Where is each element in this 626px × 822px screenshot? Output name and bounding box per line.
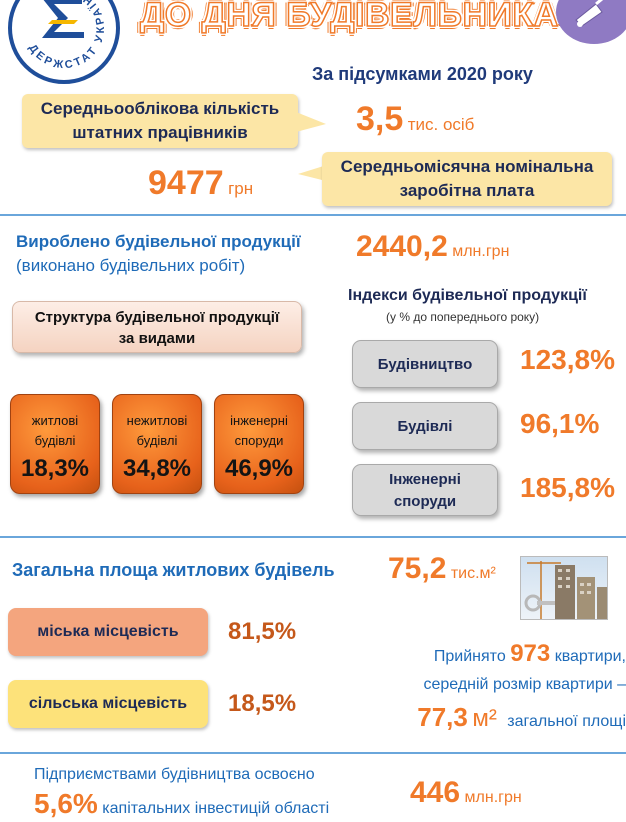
structure-tile-residential: житлові будівлі 18,3% [10, 394, 100, 494]
staff-value: 3,5 [356, 100, 404, 138]
structure-tile-nonresidential: нежитлові будівлі 34,8% [112, 394, 202, 494]
index-label-construction: Будівництво [352, 340, 498, 388]
apartments-count-suffix: квартири, [554, 648, 626, 665]
staff-unit: тис. осіб [407, 115, 475, 134]
indices-subtitle: (у % до попереднього року) [386, 310, 540, 324]
section-divider [0, 752, 626, 754]
structure-label-line1: Структура будівельної продукції [34, 309, 280, 326]
page-title: ДО ДНЯ БУДІВЕЛЬНИКА [139, 0, 559, 35]
investment-unit: млн.грн [464, 789, 522, 806]
callout-tail-icon [296, 112, 326, 132]
apartments-line1: Прийнято 973 квартири, [360, 640, 626, 671]
investment-line1: Підприємствами будівництва освоєно [34, 766, 315, 783]
tile-label-line2: споруди [234, 433, 284, 448]
production-unit: млн.грн [452, 243, 510, 260]
rural-label: сільська місцевість [28, 695, 188, 712]
salary-label-line1: Середньомісячна номінальна [340, 157, 594, 176]
salary-unit: грн [228, 179, 254, 198]
housing-value: 75,2 [388, 552, 447, 585]
index-label-line2: споруди [393, 493, 457, 510]
housing-unit: тис.м² [450, 565, 496, 582]
index-value-buildings: 96,1% [520, 408, 600, 439]
apartment-size-suffix: загальної площі [507, 713, 626, 730]
salary-label-line2: заробітна плата [399, 181, 535, 200]
tile-label: житлові будівлі [11, 411, 99, 451]
tile-value: 34,8% [122, 455, 192, 482]
index-label-line1: Інженерні [389, 471, 461, 488]
apartment-size: 77,3 [417, 702, 468, 732]
apartments-line3: 77,3 м² загальної площі [360, 703, 626, 736]
index-label-buildings: Будівлі [352, 402, 498, 450]
buildings-with-keys-icon [524, 561, 607, 619]
housing-label: Загальна площа житлових будівель [12, 560, 335, 580]
investment-value: 446 [410, 776, 461, 809]
staff-label-callout: Середньооблікова кількість штатних праці… [22, 94, 298, 148]
tile-value: 46,9% [224, 455, 294, 482]
investment-value-group: 446 млн.грн [410, 776, 522, 810]
tile-label-line1: інженерні [230, 413, 288, 428]
investment-line2-group: 5,6% капітальних інвестицій області [34, 788, 329, 820]
rural-area-box: сільська місцевість [8, 680, 208, 728]
tile-label-line2: будівлі [34, 433, 76, 448]
apartments-prefix: Прийнято [433, 648, 506, 665]
production-label: Вироблено будівельної продукції [16, 232, 301, 251]
apartments-text: Прийнято 973 квартири, середній розмір к… [360, 640, 626, 736]
tile-value: 18,3% [20, 455, 90, 482]
rural-value: 18,5% [228, 690, 297, 717]
apartments-line2: середній розмір квартири – [423, 676, 626, 693]
staff-value-group: 3,5 тис. осіб [356, 100, 474, 139]
urban-area-box: міська місцевість [8, 608, 208, 656]
investment-line2: капітальних інвестицій області [102, 800, 330, 817]
staff-label-line2: штатних працівників [72, 123, 248, 142]
buildings-photo [520, 556, 608, 620]
index-value-engineering: 185,8% [520, 472, 615, 503]
apartments-count: 973 [510, 640, 551, 667]
index-value-construction: 123,8% [520, 344, 615, 375]
production-value-group: 2440,2 млн.грн [356, 230, 509, 264]
production-sublabel: (виконано будівельних робіт) [16, 256, 246, 275]
structure-tile-engineering: інженерні споруди 46,9% [214, 394, 304, 494]
urban-label: міська місцевість [37, 623, 179, 640]
section-divider [0, 536, 626, 538]
derzhstat-logo: ДЕРЖСТАТ УКРАЇНИ [8, 0, 120, 84]
structure-label-line2: за видами [118, 330, 196, 347]
tile-label-line1: житлові [31, 413, 79, 428]
tile-label: інженерні споруди [215, 411, 303, 451]
production-value: 2440,2 [356, 230, 448, 263]
indices-title: Індекси будівельної продукції [348, 287, 587, 304]
tile-label-line2: будівлі [136, 433, 178, 448]
index-label-text: Будівлі [397, 418, 453, 435]
tile-label-line1: нежитлові [126, 413, 188, 428]
staff-label-line1: Середньооблікова кількість [40, 99, 280, 118]
tile-label: нежитлові будівлі [113, 411, 201, 451]
index-label-engineering: Інженерні споруди [352, 464, 498, 516]
sigma-icon [42, 0, 84, 38]
salary-value-group: 9477 грн [148, 164, 253, 203]
housing-value-group: 75,2 тис.м² [388, 552, 496, 586]
trowel-icon [575, 0, 604, 27]
urban-value: 81,5% [228, 618, 297, 645]
investment-share: 5,6% [34, 788, 98, 819]
apartment-size-unit: м² [472, 705, 497, 732]
index-label-text: Будівництво [377, 356, 473, 373]
structure-label-box: Структура будівельної продукції за видам… [12, 301, 302, 353]
section-divider [0, 214, 626, 216]
trowel-badge [556, 0, 626, 44]
salary-label-callout: Середньомісячна номінальна заробітна пла… [322, 152, 612, 206]
report-period: За підсумками 2020 року [312, 64, 533, 84]
salary-value: 9477 [148, 164, 224, 202]
